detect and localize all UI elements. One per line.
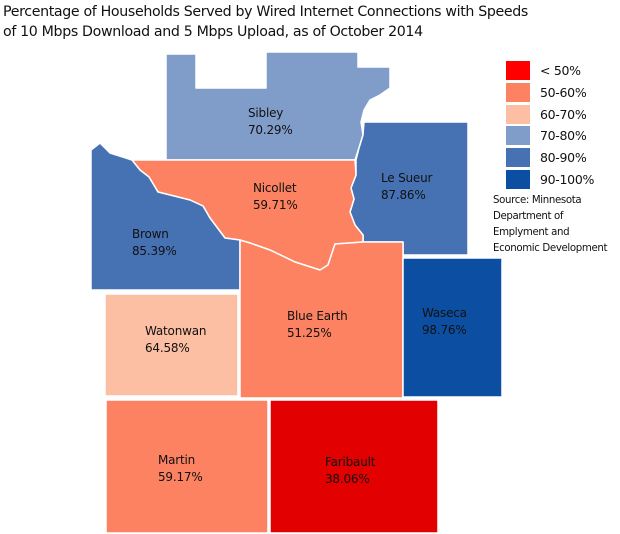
source-line: Economic Development — [493, 243, 608, 254]
county-value: 38.06% — [325, 472, 370, 486]
county-value: 87.86% — [381, 188, 426, 202]
legend-swatch — [506, 61, 530, 81]
legend-swatch — [506, 104, 530, 124]
county-name: Martin — [158, 453, 196, 467]
county-name: Le Sueur — [381, 171, 433, 185]
legend-label: 80-90% — [540, 150, 587, 166]
county-name: Waseca — [422, 306, 467, 320]
legend-item: 80-90% — [506, 147, 594, 169]
county-faribault[interactable] — [269, 399, 439, 534]
county-name: Faribault — [325, 455, 376, 469]
label-faribault: Faribault 38.06% — [325, 454, 375, 488]
source-line: Source: Minnesota — [493, 195, 582, 206]
map-title-line-1: Percentage of Households Served by Wired… — [3, 4, 528, 20]
county-name: Watonwan — [145, 324, 207, 338]
legend: < 50% 50-60% 60-70% 70-80% 80-90% 90-100… — [506, 60, 594, 190]
legend-swatch — [506, 169, 530, 189]
source-line: Emplyment and — [493, 227, 570, 238]
legend-swatch — [506, 126, 530, 146]
legend-label: 90-100% — [540, 171, 595, 187]
county-name: Brown — [132, 227, 169, 241]
label-nicollet: Nicollet 59.71% — [253, 180, 298, 214]
legend-label: < 50% — [540, 63, 581, 79]
legend-label: 70-80% — [540, 128, 587, 144]
label-martin: Martin 59.17% — [158, 452, 203, 486]
county-name: Sibley — [248, 106, 284, 120]
county-name: Blue Earth — [287, 309, 348, 323]
map-title-line-2: of 10 Mbps Download and 5 Mbps Upload, a… — [3, 24, 423, 40]
county-martin[interactable] — [105, 399, 269, 534]
county-value: 70.29% — [248, 123, 293, 137]
legend-label: 60-70% — [540, 106, 587, 122]
county-value: 85.39% — [132, 244, 177, 258]
county-value: 98.76% — [422, 323, 467, 337]
label-brown: Brown 85.39% — [132, 226, 177, 260]
legend-item: 70-80% — [506, 125, 594, 147]
county-value: 51.25% — [287, 326, 332, 340]
label-le-sueur: Le Sueur 87.86% — [381, 170, 432, 204]
legend-item: < 50% — [506, 60, 594, 82]
legend-item: 50-60% — [506, 82, 594, 104]
label-sibley: Sibley 70.29% — [248, 105, 293, 139]
county-brown[interactable] — [90, 142, 241, 291]
map-title: Percentage of Households Served by Wired… — [3, 2, 603, 42]
county-waseca[interactable] — [402, 257, 503, 398]
legend-item: 60-70% — [506, 103, 594, 125]
county-value: 59.71% — [253, 198, 298, 212]
county-blue-earth[interactable] — [239, 239, 404, 399]
county-value: 59.17% — [158, 470, 203, 484]
county-watonwan[interactable] — [104, 293, 239, 397]
source-line: Department of — [493, 211, 564, 222]
legend-swatch — [506, 148, 530, 168]
legend-swatch — [506, 83, 530, 103]
county-name: Nicollet — [253, 181, 297, 195]
county-value: 64.58% — [145, 341, 190, 355]
source-note: Source: Minnesota Department of Emplymen… — [493, 193, 607, 257]
label-blue-earth: Blue Earth 51.25% — [287, 308, 348, 342]
label-waseca: Waseca 98.76% — [422, 305, 467, 339]
legend-label: 50-60% — [540, 85, 587, 101]
legend-item: 90-100% — [506, 168, 594, 190]
label-watonwan: Watonwan 64.58% — [145, 323, 206, 357]
